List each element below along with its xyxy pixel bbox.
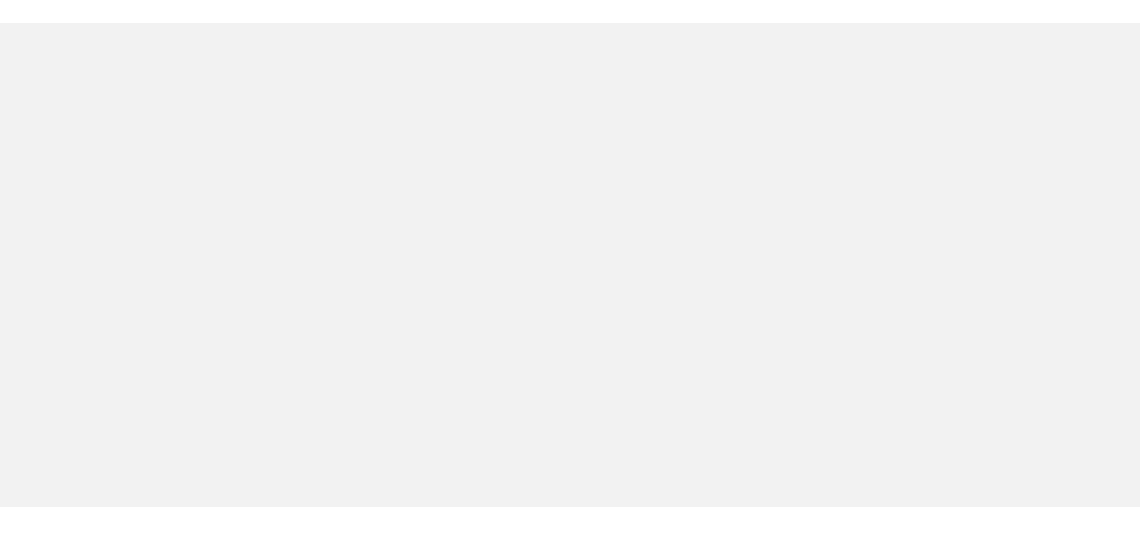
chart-background	[0, 23, 1140, 507]
footer	[36, 513, 56, 528]
